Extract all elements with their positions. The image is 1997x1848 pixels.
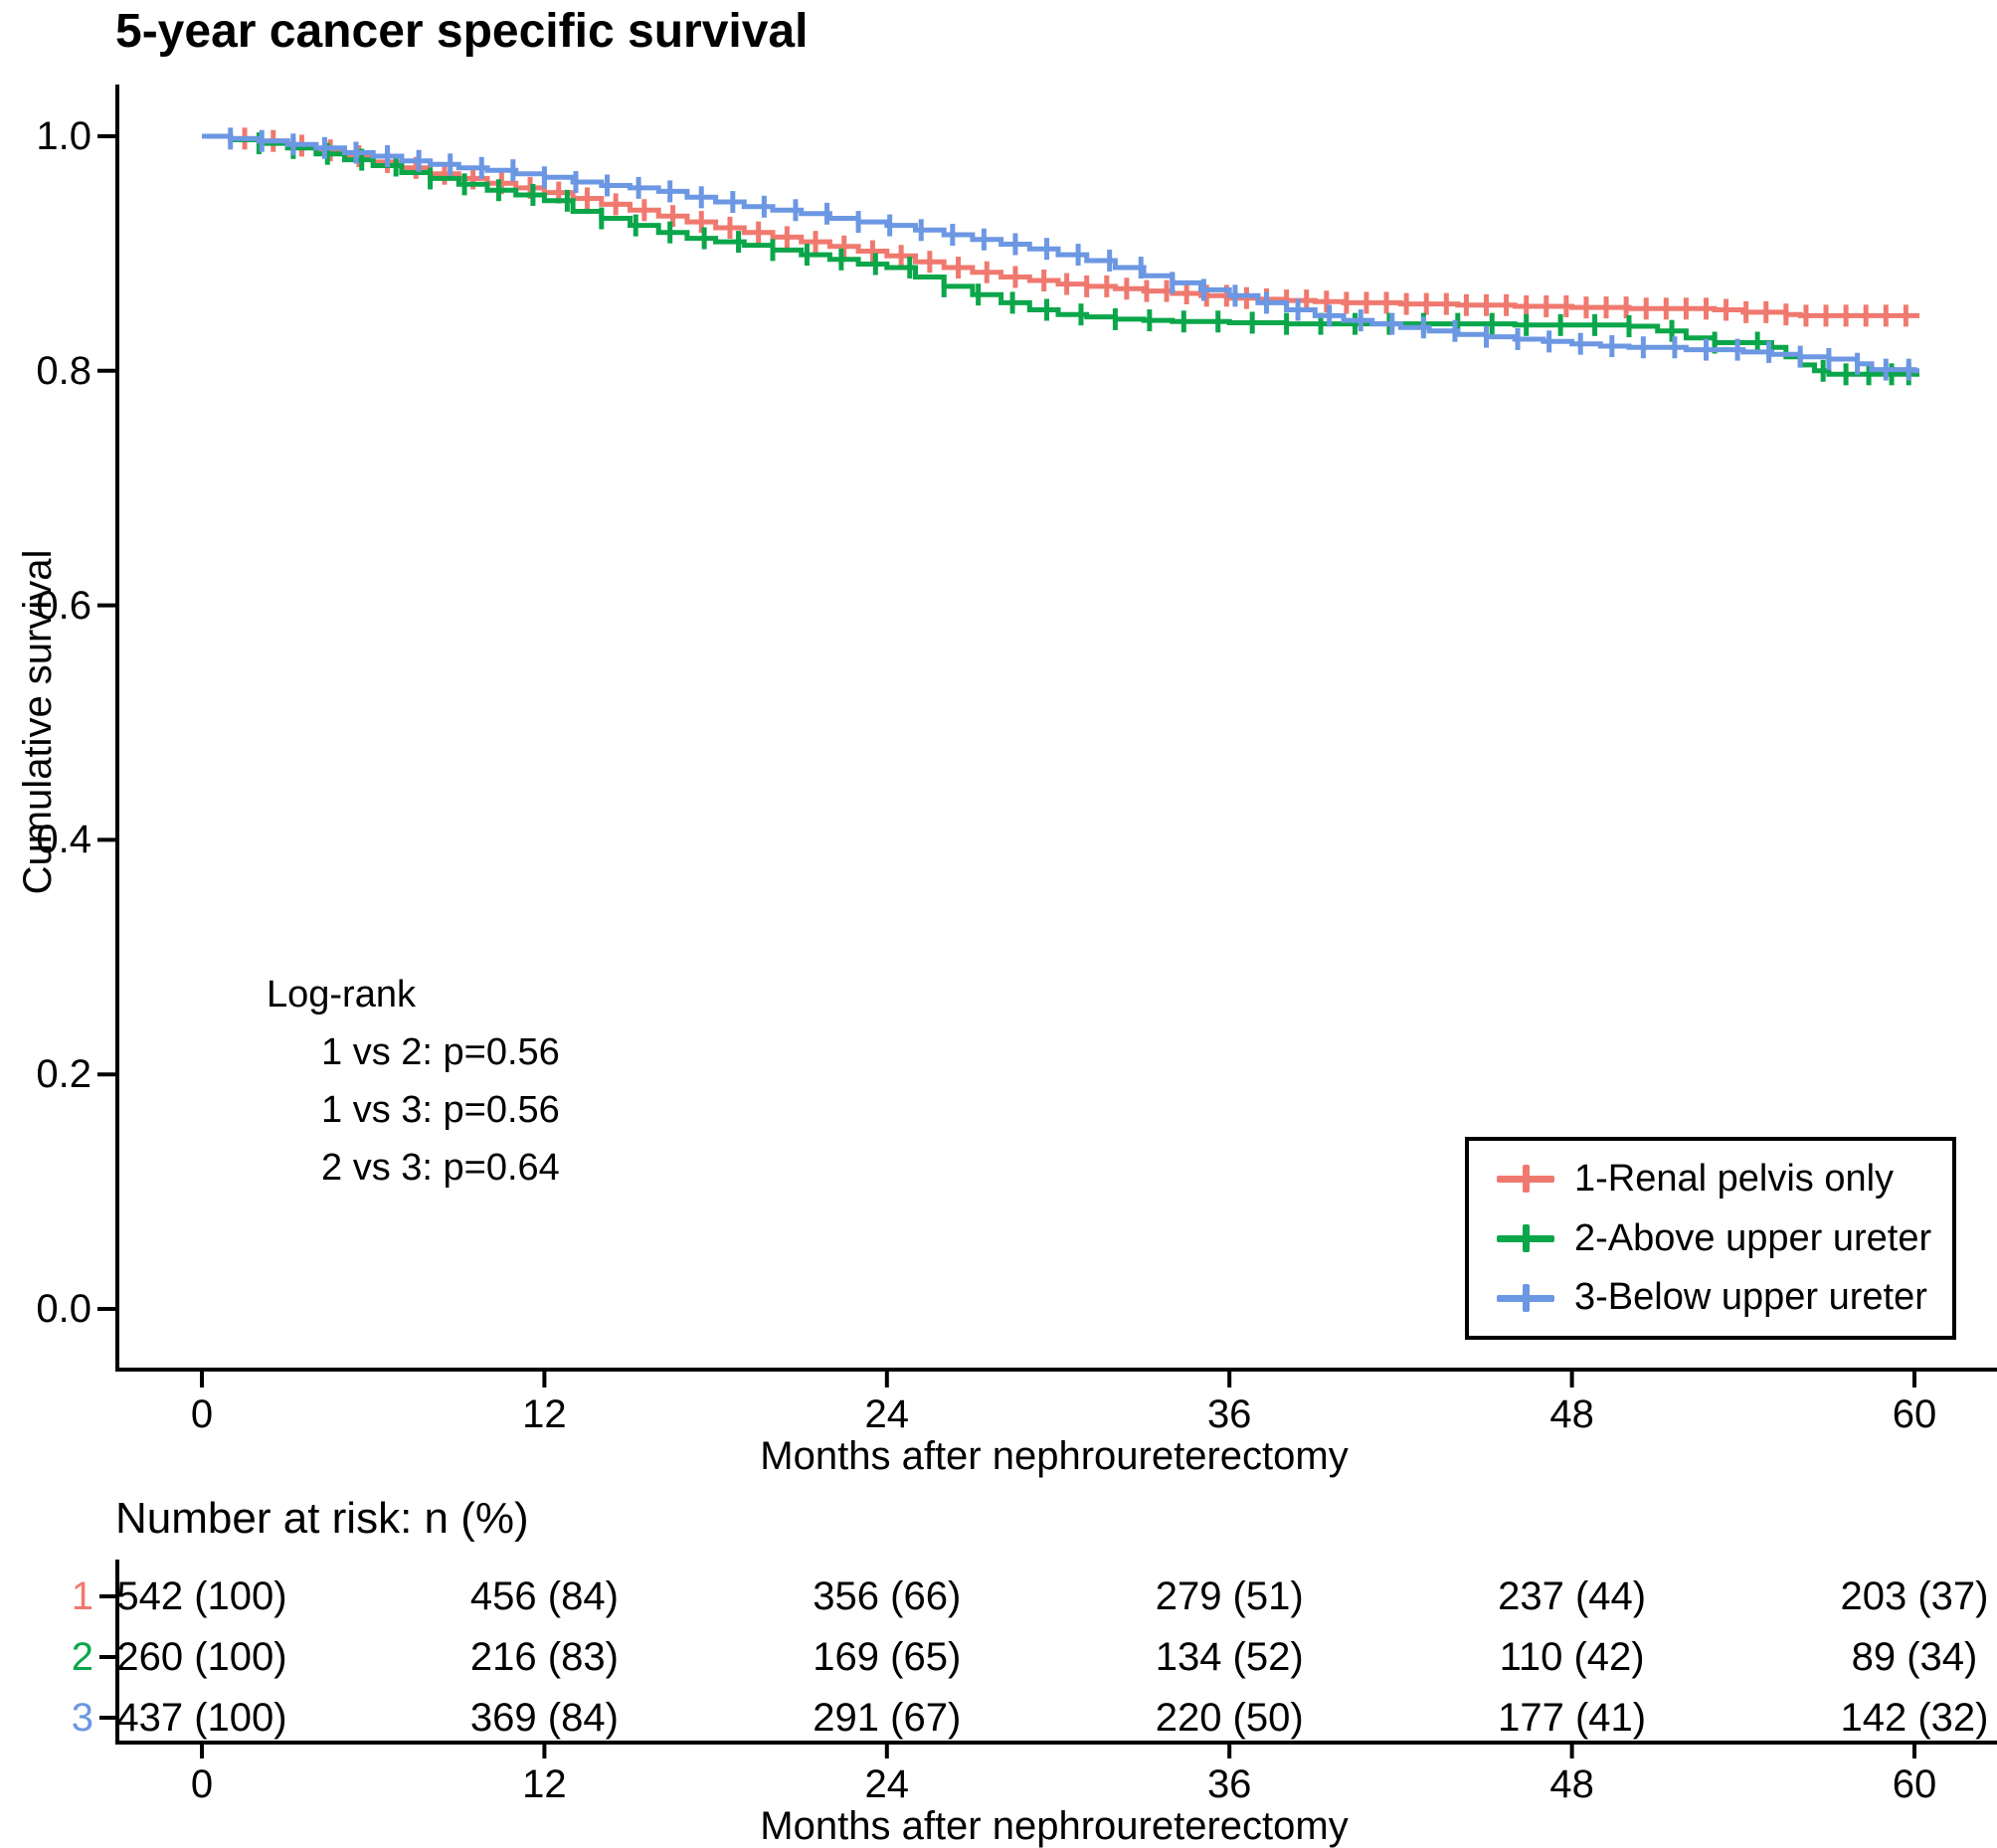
risk-table-heading: Number at risk: n (%)	[115, 1494, 529, 1543]
chart-title: 5-year cancer specific survival	[115, 5, 809, 58]
risk-x-tick-label: 0	[190, 1762, 214, 1806]
risk-cell: 203 (37)	[1840, 1574, 1989, 1618]
risk-cell: 177 (41)	[1498, 1696, 1647, 1740]
risk-x-tick-label: 12	[522, 1762, 567, 1806]
legend-marker-cross	[1523, 1165, 1530, 1194]
x-tick-label: 48	[1549, 1392, 1594, 1436]
risk-cell: 169 (65)	[813, 1635, 962, 1679]
legend-plus-marker-icon	[1497, 1163, 1554, 1195]
legend: 1-Renal pelvis only 2-Above upper ureter 3…	[1465, 1137, 1956, 1340]
logrank-comparison-1v2: 1 vs 2: p=0.56	[321, 1031, 560, 1073]
legend-label: 2-Above upper ureter	[1574, 1216, 1932, 1259]
y-tick-label: 0.8	[36, 348, 91, 393]
risk-cell: 110 (42)	[1499, 1635, 1645, 1679]
y-tick-label: 0.6	[36, 583, 91, 628]
risk-cell: 456 (84)	[469, 1574, 619, 1618]
risk-cell: 279 (51)	[1155, 1574, 1304, 1618]
logrank-title: Log-rank	[267, 974, 416, 1016]
x-tick-label: 0	[190, 1392, 214, 1436]
risk-cell: 220 (50)	[1155, 1696, 1304, 1740]
survival-curve-3	[202, 133, 1919, 374]
risk-cell: 237 (44)	[1498, 1574, 1647, 1618]
legend-marker-cross	[1523, 1283, 1530, 1312]
x-tick-label: 60	[1892, 1392, 1937, 1436]
legend-plus-marker-icon	[1497, 1222, 1554, 1254]
risk-x-tick-label: 48	[1549, 1762, 1594, 1806]
y-tick-label: 0.0	[36, 1287, 91, 1331]
x-tick-label: 12	[522, 1392, 567, 1436]
risk-row-label-2: 2	[71, 1635, 93, 1679]
y-tick-label: 0.2	[36, 1052, 91, 1097]
risk-cell: 260 (100)	[116, 1635, 287, 1679]
risk-x-tick-label: 60	[1892, 1762, 1937, 1806]
risk-row-label-3: 3	[71, 1696, 93, 1740]
logrank-comparison-2v3: 2 vs 3: p=0.64	[321, 1147, 560, 1189]
risk-x-tick-label: 24	[864, 1762, 910, 1806]
risk-cell: 89 (34)	[1851, 1635, 1978, 1679]
x-tick-label: 24	[864, 1392, 910, 1436]
legend-entry-2: 2-Above upper ureter	[1497, 1217, 1952, 1260]
legend-label: 3-Below upper ureter	[1574, 1276, 1927, 1319]
risk-cell: 369 (84)	[469, 1696, 619, 1740]
risk-cell: 291 (67)	[813, 1696, 962, 1740]
x-tick-label: 36	[1206, 1392, 1252, 1436]
x-axis-title: Months after nephroureterectomy	[760, 1434, 1349, 1478]
legend-entry-1: 1-Renal pelvis only	[1497, 1158, 1952, 1201]
risk-x-tick-label: 36	[1206, 1762, 1252, 1806]
legend-label: 1-Renal pelvis only	[1574, 1157, 1895, 1200]
risk-cell: 134 (52)	[1155, 1635, 1304, 1679]
risk-cell: 142 (32)	[1840, 1696, 1989, 1740]
legend-plus-marker-icon	[1497, 1282, 1554, 1314]
risk-cell: 356 (66)	[813, 1574, 962, 1618]
risk-cell: 542 (100)	[116, 1574, 287, 1618]
y-tick-label: 0.4	[36, 818, 91, 862]
risk-row-label-1: 1	[71, 1574, 93, 1618]
risk-cell: 437 (100)	[116, 1696, 287, 1740]
logrank-comparison-1v3: 1 vs 3: p=0.56	[321, 1089, 560, 1131]
risk-cell: 216 (83)	[469, 1635, 619, 1679]
legend-marker-cross	[1523, 1224, 1530, 1252]
y-tick-label: 1.0	[36, 114, 91, 158]
legend-entry-3: 3-Below upper ureter	[1497, 1276, 1952, 1319]
risk-x-axis-title: Months after nephroureterectomy	[760, 1804, 1349, 1848]
